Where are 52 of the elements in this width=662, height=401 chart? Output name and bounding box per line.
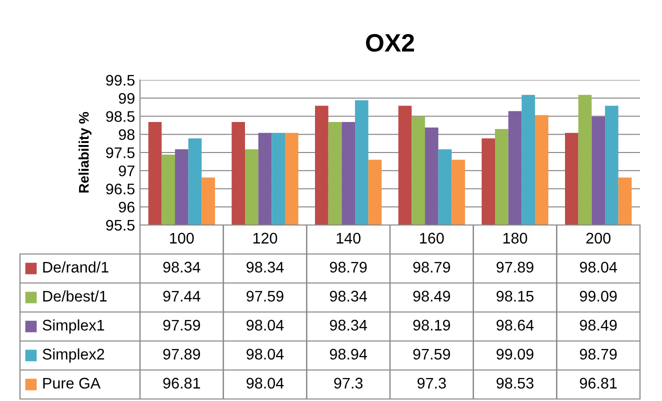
data-label: 98.04 [246, 320, 284, 331]
chart-title: OX2 [366, 34, 414, 52]
data-label: 97.59 [413, 348, 450, 360]
data-label: 98.34 [163, 262, 200, 273]
legend-label: De/rand/1 [43, 261, 108, 273]
data-label: 98.53 [496, 378, 534, 389]
x-tick-label: 160 [420, 232, 444, 244]
legend-label: Simplex1 [42, 319, 104, 334]
data-label: 98.79 [330, 262, 367, 273]
y-tick-label: 96.5 [106, 184, 134, 194]
data-label: 98.04 [580, 262, 618, 273]
data-label: 97.89 [496, 262, 534, 273]
data-label: 97.89 [163, 348, 200, 360]
data-label: 97.3 [334, 378, 363, 389]
data-label: 98.49 [580, 320, 617, 331]
data-label: 97.3 [418, 378, 446, 389]
data-label: 98.04 [246, 348, 284, 360]
y-tick-label: 95.5 [106, 220, 134, 231]
data-label: 98.79 [580, 348, 617, 360]
data-label: 97.59 [163, 320, 200, 331]
y-axis-title: Reliability % [78, 112, 92, 192]
data-label: 98.49 [413, 290, 450, 302]
x-tick-label: 100 [170, 232, 194, 244]
x-tick-label: 180 [503, 232, 528, 244]
data-label: 98.79 [413, 262, 450, 273]
data-label: 97.44 [163, 290, 200, 302]
data-label: 98.34 [330, 320, 368, 331]
y-tick-label: 99 [118, 92, 134, 104]
legend-label: Pure GA [43, 378, 101, 389]
data-label: 98.04 [246, 378, 284, 389]
y-tick-label: 96 [118, 202, 134, 213]
data-label: 98.94 [330, 348, 368, 360]
data-label: 98.34 [246, 262, 284, 273]
data-label: 99.09 [496, 348, 534, 360]
data-label: 98.19 [413, 320, 450, 331]
y-tick-label: 97 [118, 165, 134, 176]
x-tick-label: 120 [253, 232, 278, 244]
data-label: 98.34 [330, 290, 368, 302]
y-tick-label: 99.5 [106, 74, 134, 86]
data-label: 98.15 [496, 290, 534, 302]
data-label: 98.64 [496, 320, 534, 331]
x-tick-label: 200 [586, 232, 610, 244]
data-label: 99.09 [580, 290, 617, 302]
data-label: 96.81 [580, 378, 617, 389]
legend-label: Simplex2 [42, 348, 104, 363]
y-tick-label: 98 [118, 129, 134, 140]
y-tick-label: 97.5 [106, 147, 134, 158]
data-label: 96.81 [163, 378, 200, 389]
legend-label: De/best/1 [43, 290, 107, 302]
y-tick-label: 98.5 [106, 111, 134, 122]
x-tick-label: 140 [336, 232, 360, 244]
data-label: 97.59 [246, 290, 284, 302]
